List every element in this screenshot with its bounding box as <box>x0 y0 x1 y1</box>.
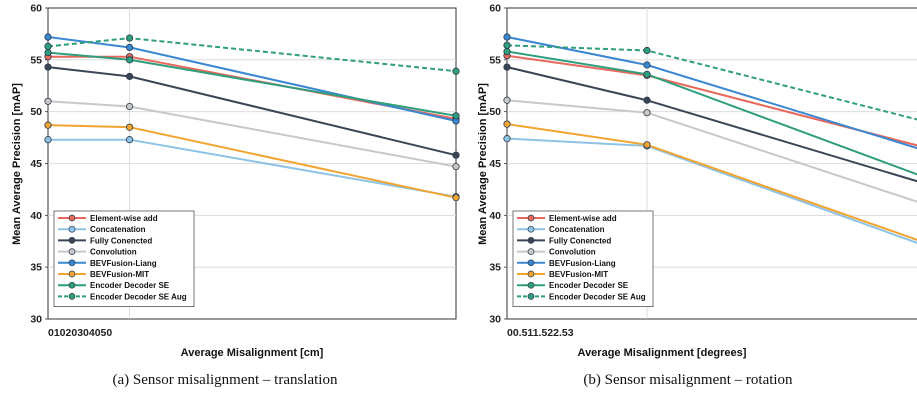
data-point <box>503 135 511 143</box>
data-point <box>126 43 134 51</box>
y-tick-label: 50 <box>30 106 42 118</box>
data-point <box>503 96 511 104</box>
y-tick-label: 50 <box>489 106 501 118</box>
data-point <box>452 151 460 159</box>
legend: Element-wise add Concatenation Fully Conen… <box>512 210 654 307</box>
legend-marker <box>527 270 535 278</box>
x-axis-label: Average Misalignment [degrees] <box>578 347 747 359</box>
legend-label: Concatenation <box>90 225 146 234</box>
legend-label: Encoder Decoder SE <box>90 281 170 290</box>
legend-box <box>53 210 195 307</box>
legend-label: Convolution <box>90 248 137 257</box>
y-tick-label: 60 <box>30 3 42 15</box>
y-axis-label: Mean Average Precision [mAP] <box>477 83 489 245</box>
legend: Element-wise add Concatenation Fully Conen… <box>53 210 195 307</box>
data-point <box>452 163 460 171</box>
y-tick-label: 55 <box>30 54 42 66</box>
legend-label: Encoder Decoder SE Aug <box>549 292 646 301</box>
legend-label: BEVFusion-MIT <box>549 270 608 279</box>
y-tick-label: 45 <box>489 158 501 170</box>
legend-label: BEVFusion-Liang <box>90 259 157 268</box>
data-point <box>643 46 651 55</box>
legend-label: Convolution <box>549 248 596 257</box>
data-point <box>126 34 134 42</box>
data-point <box>503 47 511 56</box>
data-point <box>643 70 651 78</box>
data-point <box>452 112 460 120</box>
y-tick-label: 35 <box>30 262 42 274</box>
legend-marker <box>68 214 76 222</box>
data-point <box>452 194 460 202</box>
chart-panel-rotation: 30 35 40 45 50 55 60 00.511.522.53 Average Mis… <box>477 3 917 388</box>
legend-marker <box>68 270 76 278</box>
legend-label: Fully Conencted <box>90 236 152 245</box>
legend-marker <box>527 293 535 300</box>
y-tick-label: 55 <box>489 54 501 66</box>
data-point <box>126 102 134 111</box>
legend-marker <box>527 281 535 289</box>
caption: (b) Sensor misalignment – rotation <box>583 372 793 388</box>
y-tick-label: 60 <box>489 3 501 15</box>
data-point <box>44 136 52 144</box>
legend-label: BEVFusion-Liang <box>549 259 616 268</box>
data-point <box>503 33 511 41</box>
data-point <box>503 63 511 71</box>
caption: (a) Sensor misalignment – translation <box>113 372 338 388</box>
data-point <box>126 56 134 64</box>
chart-panel-translation: 30 35 40 45 50 55 60 01020304050 Average Misal… <box>11 3 460 388</box>
data-point <box>44 97 52 105</box>
legend-label: Encoder Decoder SE Aug <box>90 292 187 301</box>
legend-label: BEVFusion-MIT <box>90 270 149 279</box>
y-axis-ticks: 30 35 40 45 50 55 60 <box>489 3 507 326</box>
legend-box <box>512 210 654 307</box>
legend-label: Element-wise add <box>549 214 617 223</box>
data-point <box>44 42 52 50</box>
data-point <box>503 41 511 49</box>
legend-marker <box>68 237 76 244</box>
data-point <box>44 48 52 57</box>
legend-marker <box>68 293 76 300</box>
data-point <box>643 109 651 117</box>
data-point <box>643 61 651 69</box>
y-tick-label: 30 <box>489 314 501 326</box>
data-point <box>452 67 460 75</box>
legend-label: Fully Conencted <box>549 236 611 245</box>
x-tick-label: 00.511.522.53 <box>507 327 574 339</box>
legend-marker <box>68 225 76 233</box>
data-point <box>126 123 134 131</box>
data-point <box>643 141 651 149</box>
data-point <box>643 96 651 104</box>
x-axis-label: Average Misalignment [cm] <box>181 347 324 359</box>
x-tick-label: 01020304050 <box>48 327 112 339</box>
legend-marker <box>527 259 535 267</box>
legend-label: Encoder Decoder SE <box>549 281 629 290</box>
data-point <box>126 136 134 144</box>
legend-label: Concatenation <box>549 225 605 234</box>
legend-marker <box>527 248 535 255</box>
data-point <box>44 121 52 129</box>
y-axis-label: Mean Average Precision [mAP] <box>11 83 23 245</box>
data-point <box>44 33 52 41</box>
legend-label: Element-wise add <box>90 214 158 223</box>
series-group <box>44 33 460 202</box>
legend-marker <box>68 281 76 289</box>
series-group <box>503 33 917 244</box>
legend-marker <box>68 248 76 255</box>
y-axis-ticks: 30 35 40 45 50 55 60 <box>30 3 48 326</box>
data-point <box>44 63 52 71</box>
y-tick-label: 35 <box>489 262 501 274</box>
legend-marker <box>527 225 535 233</box>
y-tick-label: 30 <box>30 314 42 326</box>
legend-marker <box>527 214 535 222</box>
legend-marker <box>527 237 535 244</box>
y-tick-label: 45 <box>30 158 42 170</box>
legend-marker <box>68 259 76 267</box>
data-point <box>503 120 511 128</box>
y-tick-label: 40 <box>30 210 42 222</box>
y-tick-label: 40 <box>489 210 501 222</box>
data-point <box>126 72 134 81</box>
